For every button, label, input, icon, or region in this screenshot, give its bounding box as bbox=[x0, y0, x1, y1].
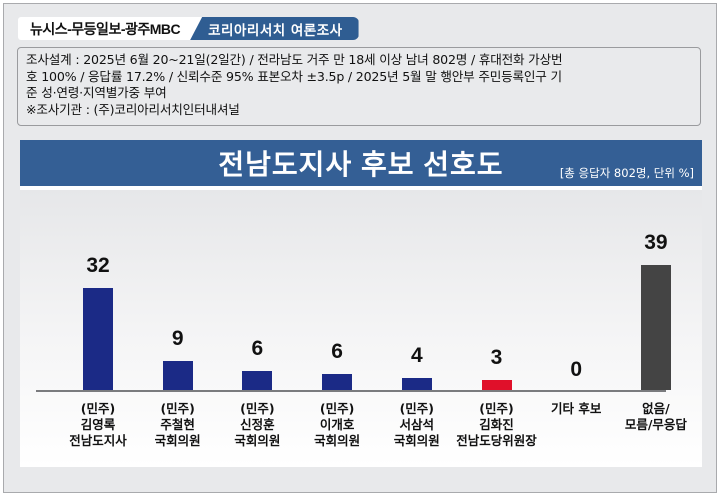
bar-value-label: 6 bbox=[251, 337, 264, 360]
bar bbox=[83, 288, 113, 390]
category-label-line: (민주) bbox=[160, 401, 195, 416]
category-label: (민주) 서삼석 국회의원 bbox=[367, 401, 467, 449]
bar-value-label: 4 bbox=[410, 344, 423, 367]
category-label: (민주) 이개호 국회의원 bbox=[287, 401, 387, 449]
category-label-line: 전남도당위원장 bbox=[456, 433, 537, 448]
header-banner: 뉴시스-무등일보-광주MBC 코리아리서치 여론조사 bbox=[18, 17, 378, 40]
survey-agency-line: ※조사기관 : (주)코리아리서치인터내셔널 bbox=[26, 101, 240, 117]
category-label: (민주) 김영록 전남도지사 bbox=[48, 401, 148, 449]
chart-title-bar: 전남도지사 후보 선호도 [총 응답자 802명, 단위 %] bbox=[20, 140, 702, 186]
bar bbox=[640, 265, 671, 390]
category-label: (민주) 김화진 전남도당위원장 bbox=[447, 401, 547, 449]
category-label-line: 기타 후보 bbox=[551, 401, 602, 416]
category-label-line: 김화진 bbox=[479, 417, 514, 432]
bar-value-label: 32 bbox=[86, 254, 110, 277]
category-label-line: 김영록 bbox=[80, 417, 116, 432]
bar bbox=[162, 361, 193, 390]
category-label-line: 주철현 bbox=[160, 417, 195, 432]
bar-group: 9 (민주) 주철현 국회의원 bbox=[138, 190, 218, 467]
category-label-line: 국회의원 bbox=[393, 433, 440, 448]
bar-group: 4 (민주) 서삼석 국회의원 bbox=[377, 190, 457, 467]
category-label-line: (민주) bbox=[399, 401, 435, 416]
bar-value-label: 9 bbox=[171, 327, 184, 350]
chart-title: 전남도지사 후보 선호도 bbox=[218, 149, 504, 180]
survey-design-line-1: 조사설계 : 2025년 6월 20~21일(2일간) / 전라남도 거주 만 … bbox=[26, 52, 563, 67]
category-label-line bbox=[606, 433, 706, 449]
bar-value-label: 39 bbox=[644, 231, 668, 254]
category-label-line: 없음/ bbox=[642, 401, 670, 416]
bar-group: 0 기타 후보 bbox=[536, 190, 616, 467]
survey-info-box: 조사설계 : 2025년 6월 20~21일(2일간) / 전라남도 거주 만 … bbox=[17, 47, 701, 126]
category-label: (민주) 주철현 국회의원 bbox=[128, 401, 228, 449]
category-label-line: 이개호 bbox=[319, 417, 355, 432]
bar-group: 6 (민주) 이개호 국회의원 bbox=[297, 190, 377, 467]
category-label-line: (민주) bbox=[80, 401, 116, 416]
category-label-line: 국회의원 bbox=[234, 433, 281, 448]
category-label-line: 국회의원 bbox=[154, 433, 201, 448]
category-label-line: 국회의원 bbox=[314, 433, 361, 448]
chart-subtitle: [총 응답자 802명, 단위 %] bbox=[559, 166, 694, 180]
pollster-label: 코리아리서치 여론조사 bbox=[190, 17, 359, 40]
bar-value-label: 6 bbox=[331, 340, 343, 363]
bar bbox=[322, 374, 353, 390]
plot-area: 32 (민주) 김영록 전남도지사 9 (민주) 주철현 국회의원 6 (민주) 신정훈 국회의원 6(… bbox=[20, 190, 702, 467]
bar bbox=[401, 378, 432, 390]
survey-design-line-3: 준 성·연령·지역별가중 부여 bbox=[26, 85, 167, 100]
category-label-line: 신정훈 bbox=[240, 417, 275, 432]
bar-value-label: 3 bbox=[490, 346, 503, 369]
bar-group: 32 (민주) 김영록 전남도지사 bbox=[58, 190, 138, 467]
category-label: 기타 후보 bbox=[526, 401, 626, 449]
category-label-line: 서삼석 bbox=[399, 417, 435, 432]
bar-group: 3 (민주) 김화진 전남도당위원장 bbox=[456, 190, 537, 467]
media-partners-label: 뉴시스-무등일보-광주MBC bbox=[18, 17, 215, 40]
category-label-line: (민주) bbox=[319, 401, 355, 416]
bar bbox=[242, 371, 273, 390]
bar-group: 6 (민주) 신정훈 국회의원 bbox=[217, 190, 297, 467]
chart-panel: 전남도지사 후보 선호도 [총 응답자 802명, 단위 %] 32 (민주) 김영… bbox=[20, 140, 702, 467]
x-axis-baseline bbox=[36, 390, 666, 392]
bar-value-label: 0 bbox=[570, 358, 583, 381]
category-label: (민주) 신정훈 국회의원 bbox=[207, 401, 307, 449]
category-label-line: (민주) bbox=[240, 401, 275, 416]
survey-design-line-2: 호 100% / 응답률 17.2% / 신뢰수준 95% 표본오차 ±3.5p… bbox=[26, 68, 562, 84]
category-label-line: (민주) bbox=[479, 401, 514, 416]
category-label: 없음/모름/무응답 bbox=[606, 401, 706, 449]
bar bbox=[481, 380, 512, 390]
category-label-line: 전남도지사 bbox=[69, 433, 127, 448]
bar-group: 39 없음/모름/무응답 bbox=[616, 190, 696, 467]
category-label-line: 모름/무응답 bbox=[624, 417, 687, 432]
